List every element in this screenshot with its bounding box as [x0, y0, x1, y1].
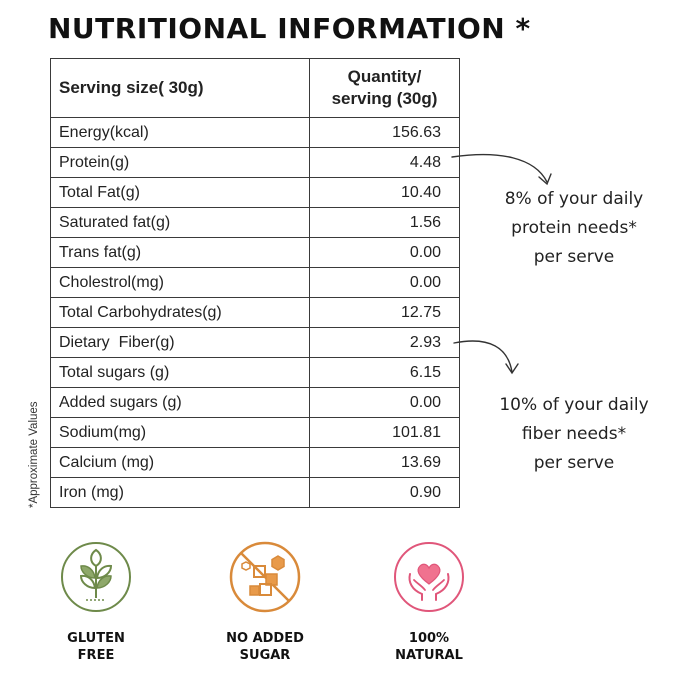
table-row: Dietary Fiber(g) 2.93: [50, 327, 460, 358]
nutrient-name: Total Fat(g): [50, 177, 310, 208]
nutrient-value: 2.93: [309, 327, 460, 358]
protein-callout-line2: protein needs*: [511, 218, 637, 238]
nutrient-name: Sodium(mg): [50, 417, 310, 448]
natural-badge: 100% NATURAL: [369, 540, 489, 664]
nutrient-name: Total Carbohydrates(g): [50, 297, 310, 328]
fiber-arrowhead-icon: [505, 363, 519, 375]
nutrient-value: 0.00: [309, 237, 460, 268]
nutrition-table: Serving size( 30g) Quantity/ serving (30…: [50, 58, 460, 508]
table-header-row: Serving size( 30g) Quantity/ serving (30…: [50, 58, 460, 118]
table-row: Iron (mg) 0.90: [50, 477, 460, 508]
natural-line1: 100%: [408, 631, 450, 646]
gluten-free-icon: [61, 542, 131, 612]
table-row: Added sugars (g) 0.00: [50, 387, 460, 418]
table-row: Saturated fat(g) 1.56: [50, 207, 460, 238]
table-row: Total Carbohydrates(g) 12.75: [50, 297, 460, 328]
quantity-header: Quantity/ serving (30g): [309, 58, 460, 118]
nutrient-value: 156.63: [309, 117, 460, 148]
protein-arrowhead-icon: [538, 173, 552, 186]
fiber-callout: 10% of your daily fiber needs* per serve: [474, 391, 674, 478]
serving-size-header: Serving size( 30g): [50, 58, 310, 118]
nutrient-name: Protein(g): [50, 147, 310, 178]
natural-line2: NATURAL: [395, 648, 463, 663]
table-row: Trans fat(g) 0.00: [50, 237, 460, 268]
gluten-free-line1: GLUTEN: [67, 631, 125, 646]
page-title: NUTRITIONAL INFORMATION *: [48, 12, 531, 45]
nutrient-value: 13.69: [309, 447, 460, 478]
fiber-callout-line2: fiber needs*: [521, 424, 627, 444]
no-added-sugar-line1: NO ADDED: [226, 631, 304, 646]
fiber-arrow-icon: [453, 340, 513, 373]
table-row: Protein(g) 4.48: [50, 147, 460, 178]
table-row: Calcium (mg) 13.69: [50, 447, 460, 478]
quantity-header-line1: Quantity/: [347, 67, 422, 86]
protein-callout: 8% of your daily protein needs* per serv…: [474, 185, 674, 272]
no-added-sugar-badge: NO ADDED SUGAR: [205, 540, 325, 664]
nutrient-name: Calcium (mg): [50, 447, 310, 478]
nutrient-name: Saturated fat(g): [50, 207, 310, 238]
table-row: Total sugars (g) 6.15: [50, 357, 460, 388]
no-added-sugar-line2: SUGAR: [239, 648, 291, 663]
table-row: Sodium(mg) 101.81: [50, 417, 460, 448]
natural-heart-hands-icon: [394, 542, 464, 612]
gluten-free-line2: FREE: [77, 648, 115, 663]
table-row: Total Fat(g) 10.40: [50, 177, 460, 208]
protein-arrow-icon: [451, 153, 548, 183]
nutrient-name: Iron (mg): [50, 477, 310, 508]
nutrient-name: Added sugars (g): [50, 387, 310, 418]
fiber-callout-line3: per serve: [533, 453, 615, 473]
protein-callout-line3: per serve: [533, 247, 615, 267]
nutrient-name: Dietary Fiber(g): [50, 327, 310, 358]
quantity-header-line2: serving (30g): [331, 89, 438, 108]
nutrient-value: 0.00: [309, 387, 460, 418]
fiber-callout-line1: 10% of your daily: [499, 395, 649, 415]
nutrient-value: 4.48: [309, 147, 460, 178]
gluten-free-badge: GLUTEN FREE: [36, 540, 156, 664]
nutrient-value: 0.90: [309, 477, 460, 508]
nutrient-name: Cholestrol(mg): [50, 267, 310, 298]
protein-callout-line1: 8% of your daily: [504, 189, 644, 209]
no-added-sugar-icon: [229, 541, 301, 613]
